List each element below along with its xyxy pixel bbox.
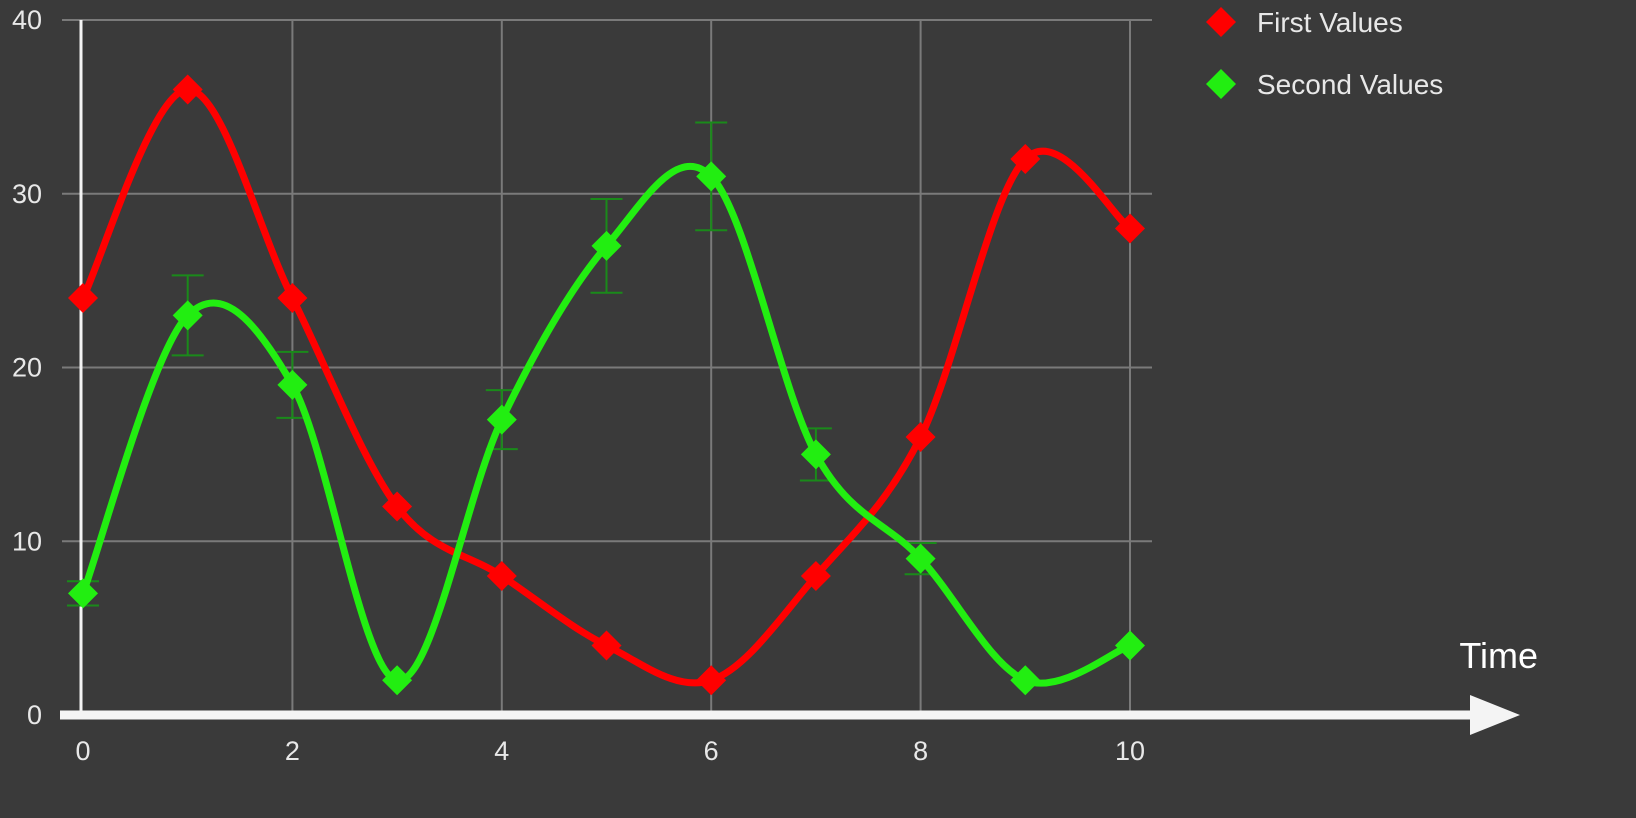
- data-point-series-1: [1115, 213, 1145, 244]
- data-point-series-2: [382, 665, 413, 696]
- data-point-series-1: [172, 74, 203, 105]
- axes: [60, 20, 1520, 735]
- tick-labels: 0 10 20 30 40 0 2 4 6 8 10 Time: [12, 5, 1538, 766]
- data-point-series-2: [486, 404, 517, 435]
- legend-marker-icon: [1206, 7, 1236, 37]
- data-point-series-2: [905, 543, 936, 574]
- data-point-series-1: [277, 283, 308, 313]
- y-tick-label: 40: [12, 5, 42, 35]
- x-tick-label: 4: [494, 736, 509, 766]
- y-tick-label: 30: [12, 179, 42, 209]
- x-tick-label: 6: [704, 736, 719, 766]
- x-tick-label: 8: [913, 736, 928, 766]
- data-point-series-2: [591, 230, 622, 261]
- data-point-series-2: [696, 161, 727, 192]
- data-point-series-1: [68, 283, 98, 313]
- x-tick-label: 2: [285, 736, 300, 766]
- data-point-series-2: [1115, 630, 1145, 661]
- grid: [62, 19, 1152, 715]
- data-point-series-2: [1010, 665, 1041, 696]
- data-point-series-1: [696, 665, 727, 696]
- y-tick-label: 20: [12, 353, 42, 383]
- data-point-series-2: [68, 578, 98, 609]
- data-point-series-1: [382, 491, 413, 522]
- data-point-series-1: [905, 422, 936, 452]
- x-axis-title: Time: [1459, 635, 1538, 676]
- series-lines: [79, 86, 1134, 687]
- x-tick-label: 0: [75, 736, 90, 766]
- data-point-series-1: [486, 561, 517, 591]
- x-axis-arrowhead-icon: [1470, 695, 1520, 735]
- data-markers: [68, 74, 1145, 696]
- data-point-series-2: [277, 369, 308, 400]
- legend: First Values Second Values: [1206, 7, 1443, 100]
- data-point-series-1: [1010, 144, 1041, 174]
- data-point-series-1: [800, 561, 831, 591]
- series-line-1: [79, 86, 1134, 687]
- y-tick-label: 0: [27, 700, 42, 730]
- data-point-series-2: [800, 439, 831, 470]
- x-tick-label: 10: [1115, 736, 1145, 766]
- data-point-series-2: [172, 300, 203, 331]
- legend-marker-icon: [1206, 69, 1236, 99]
- legend-label: First Values: [1257, 7, 1403, 38]
- legend-label: Second Values: [1257, 69, 1443, 100]
- data-point-series-1: [591, 630, 622, 661]
- y-tick-label: 10: [12, 526, 42, 556]
